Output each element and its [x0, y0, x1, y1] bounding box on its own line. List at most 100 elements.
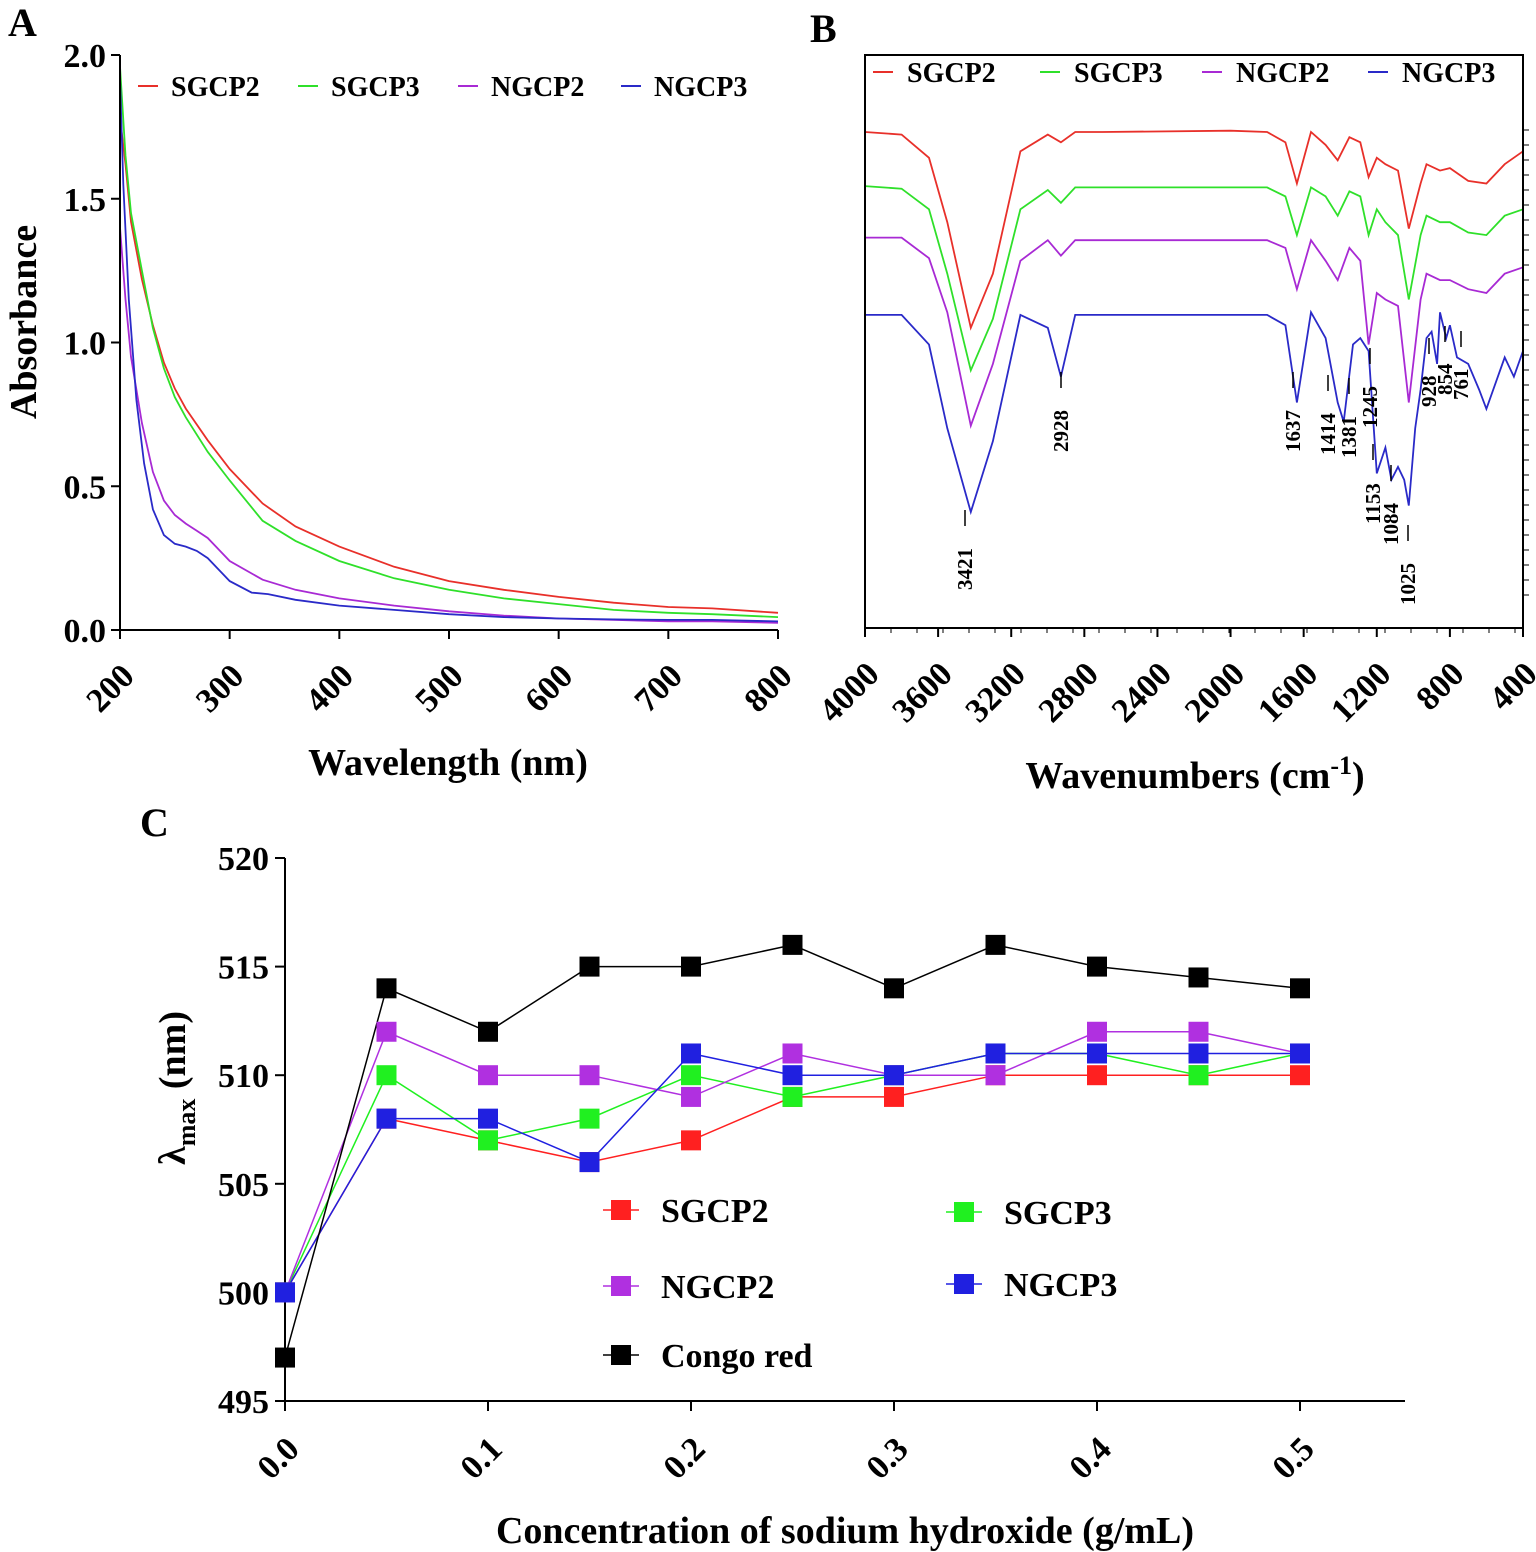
panel-c-point-ngcp3 — [1188, 1043, 1209, 1064]
panel-b-legend: SGCP2 SGCP3 NGCP2 NGCP3 — [873, 58, 1495, 89]
panel-a-axes: 200 300 400 500 600 700 800 0.0 0.5 1.0 1.5 2.0 — [64, 38, 800, 720]
panel-c-point-sgcp3 — [478, 1130, 498, 1151]
panel-c-legend: SGCP2 SGCP3 NGCP2 NGCP3 Congo red — [603, 1193, 1117, 1375]
panel-c-point-ngcp2 — [376, 1021, 397, 1042]
panel-c-point-congo-red — [1290, 978, 1310, 999]
panel-c-legend-swatch-sgcp3 — [954, 1202, 974, 1222]
panel-c-y-tick-label: 500 — [218, 1275, 269, 1312]
panel-c-point-ngcp3 — [579, 1152, 600, 1173]
panel-b-x-tick-label: 2400 — [1105, 655, 1179, 729]
panel-b-x-tick-label: 2800 — [1032, 655, 1106, 729]
panel-a-series-sgcp2-line — [119, 118, 779, 614]
panel-a-series — [119, 66, 779, 624]
panel-c-legend-label-congo-red: Congo red — [661, 1338, 813, 1375]
panel-c-point-sgcp2 — [1290, 1065, 1310, 1086]
panel-a-y-axis-label: Absorbance — [3, 225, 45, 419]
panel-a-legend: SGCP2 SGCP3 NGCP2 NGCP3 — [138, 72, 747, 103]
panel-c-point-ngcp3 — [478, 1108, 498, 1129]
panel-b-peak-label-1414: 1414 — [1316, 413, 1340, 456]
panel-b-x-tick-label: 1600 — [1251, 655, 1325, 729]
panel-b-legend-label-ngcp3: NGCP3 — [1402, 58, 1495, 89]
panel-b-peak-label-1153: 1153 — [1361, 483, 1385, 524]
panel-c-point-sgcp3 — [579, 1108, 600, 1129]
panel-c-point-ngcp2 — [782, 1043, 803, 1064]
panel-c-point-sgcp2 — [884, 1086, 904, 1107]
panel-c-legend-swatch-sgcp2 — [611, 1200, 631, 1220]
panel-c-point-ngcp3 — [681, 1043, 701, 1064]
panel-a-x-tick-label: 600 — [518, 657, 580, 719]
panel-b-peak-label-761: 761 — [1449, 369, 1473, 401]
panel-a-x-tick-label: 700 — [628, 657, 690, 719]
panel-a-x-axis-label: Wavelength (nm) — [308, 742, 588, 784]
panel-c-x-tick-label: 0.5 — [1265, 1430, 1321, 1486]
panel-a-y-tick-label: 1.5 — [64, 182, 107, 219]
panel-c-y-tick-label: 520 — [218, 841, 269, 878]
panel-b-x-tick-label: 4000 — [812, 655, 886, 729]
panel-c-congo-red: 0.0 0.1 0.2 0.3 0.4 0.5 495 500 505 510 515 520 SGC… — [152, 841, 1405, 1552]
panel-a-legend-label-ngcp2: NGCP2 — [491, 72, 584, 103]
panel-a-y-tick-label: 0.0 — [64, 613, 107, 650]
panel-c-point-congo-red — [782, 934, 803, 955]
panel-b-x-tick-label: 800 — [1409, 655, 1471, 717]
panel-c-point-congo-red — [681, 956, 701, 977]
panel-c-point-ngcp3 — [1087, 1043, 1107, 1064]
panel-c-point-congo-red — [376, 978, 397, 999]
panel-a-y-tick-label: 0.5 — [64, 469, 107, 506]
panel-c-point-sgcp3 — [782, 1086, 803, 1107]
panel-b-series — [864, 129, 1524, 516]
panel-c-point-congo-red — [884, 978, 904, 999]
panel-c-axes: 0.0 0.1 0.2 0.3 0.4 0.5 495 500 505 510 515 520 — [218, 841, 1405, 1487]
panel-c-x-tick-label: 0.4 — [1062, 1430, 1118, 1486]
panel-b-series-ngcp3-line — [865, 309, 1524, 516]
panel-a-uv-spectrum: 200 300 400 500 600 700 800 0.0 0.5 1.0 1.5 2.0 SGC… — [3, 38, 800, 784]
panel-c-y-label-sub: max — [172, 1099, 201, 1147]
panel-b-peak-label-854: 854 — [1433, 363, 1457, 395]
panel-b-x-tick-label: 3200 — [959, 655, 1033, 729]
panel-c-point-ngcp3 — [1290, 1043, 1310, 1064]
panel-a-x-tick-label: 500 — [408, 657, 470, 719]
panel-c-point-ngcp2 — [1087, 1021, 1107, 1042]
panel-c-point-ngcp2 — [579, 1065, 600, 1086]
panel-c-y-tick-label: 495 — [218, 1384, 269, 1421]
panel-c-point-sgcp3 — [681, 1065, 701, 1086]
panel-c-point-ngcp3 — [376, 1108, 397, 1129]
panel-b-frame — [864, 54, 1524, 629]
panel-label-c: C — [140, 800, 169, 845]
panel-b-legend-label-sgcp2: SGCP2 — [907, 58, 996, 89]
panel-c-point-congo-red — [985, 934, 1006, 955]
panel-c-legend-label-ngcp3: NGCP3 — [1004, 1267, 1117, 1304]
panel-b-peak-label-3421: 3421 — [953, 548, 977, 590]
panel-c-point-ngcp2 — [681, 1086, 701, 1107]
panel-c-y-tick-label: 515 — [218, 950, 269, 987]
panel-a-x-tick-label: 800 — [737, 657, 799, 719]
panel-a-x-tick-label: 200 — [79, 657, 141, 719]
panel-b-peak-label-1025: 1025 — [1396, 563, 1420, 605]
panel-c-x-tick-label: 0.3 — [859, 1430, 915, 1486]
panel-c-point-congo-red — [478, 1021, 498, 1042]
panel-c-legend-swatch-congo-red — [611, 1345, 631, 1365]
panel-label-b: B — [810, 6, 837, 51]
panel-b-x-tick-label: 1200 — [1324, 655, 1398, 729]
panel-b-peak-label-2928: 2928 — [1049, 410, 1073, 452]
panel-a-series-sgcp3-line — [119, 66, 779, 618]
panel-c-legend-swatch-ngcp2 — [611, 1276, 631, 1296]
panel-a-x-tick-label: 300 — [189, 657, 251, 719]
panel-c-y-label-end: (nm) — [152, 1011, 194, 1099]
panel-a-legend-label-sgcp2: SGCP2 — [171, 72, 260, 103]
panel-b-x-label-main: Wavenumbers (cm — [1025, 755, 1330, 797]
panel-b-peak-label-1245: 1245 — [1358, 386, 1382, 428]
panel-b-legend-label-ngcp2: NGCP2 — [1236, 58, 1329, 89]
panel-c-point-sgcp2 — [1087, 1065, 1107, 1086]
panel-c-point-ngcp2 — [1188, 1021, 1209, 1042]
panel-c-y-axis-label: λmax (nm) — [152, 1011, 201, 1165]
panel-c-series-congo-red-line — [284, 944, 1301, 1358]
panel-c-point-sgcp2 — [681, 1130, 701, 1151]
panel-c-point-congo-red — [275, 1347, 295, 1368]
panel-b-legend-label-sgcp3: SGCP3 — [1074, 58, 1163, 89]
panel-c-point-ngcp3 — [985, 1043, 1006, 1064]
panel-c-point-congo-red — [1188, 967, 1209, 988]
panel-c-legend-label-sgcp2: SGCP2 — [661, 1193, 769, 1230]
